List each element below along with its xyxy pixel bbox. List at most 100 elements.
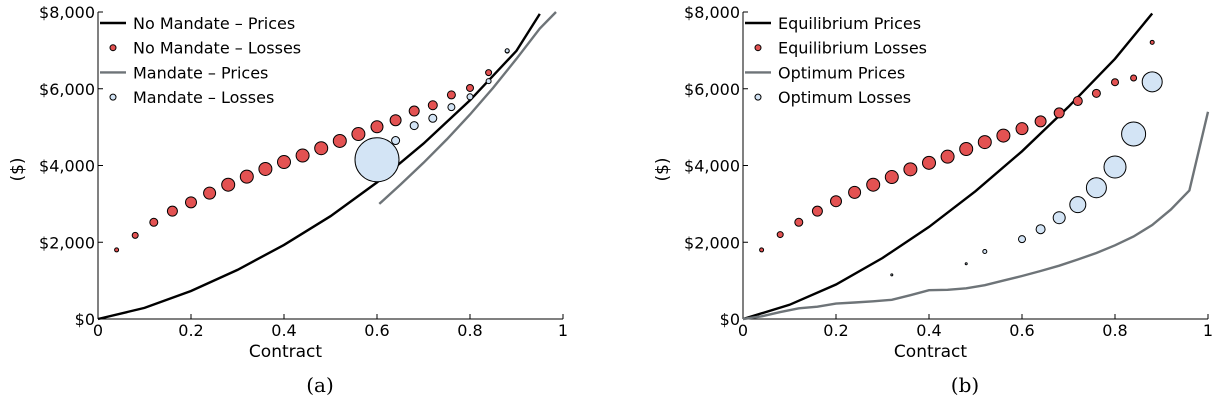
data-point (884, 170, 899, 185)
legend-marker-swatch (754, 44, 762, 52)
x-tick-label: 0.2 (823, 321, 848, 340)
data-point (354, 137, 400, 183)
data-point (982, 248, 988, 254)
data-point (890, 273, 894, 277)
series-line (378, 11, 557, 205)
series-line (742, 12, 1154, 321)
x-tick-label: 0 (738, 321, 748, 340)
data-point (759, 247, 765, 253)
legend-marker-swatch (754, 93, 762, 101)
y-tick-label: $8,000 (39, 3, 95, 22)
x-tick-label: 0.2 (178, 321, 203, 340)
legend-label: Equilibrium Losses (778, 39, 927, 58)
legend-marker-swatch (109, 93, 117, 101)
data-point (922, 155, 936, 170)
data-point (351, 127, 366, 142)
data-point (811, 205, 823, 217)
data-point (446, 90, 456, 100)
series-line (742, 111, 1210, 321)
data-point (1141, 71, 1163, 93)
data-point (277, 155, 291, 170)
data-point (149, 217, 159, 227)
panel-label: (b) (951, 373, 979, 397)
y-tick-label: $0 (75, 310, 95, 329)
data-point (485, 78, 492, 85)
data-point (848, 185, 862, 199)
data-point (1149, 39, 1155, 45)
data-point (1130, 74, 1138, 82)
x-tick-label: 0.8 (1102, 321, 1127, 340)
x-axis-title: Contract (249, 342, 322, 362)
x-tick-label: 1 (1203, 321, 1213, 340)
data-point (1072, 96, 1083, 107)
legend-label: Equilibrium Prices (778, 14, 921, 33)
data-point (447, 103, 456, 112)
x-axis-title: Contract (894, 342, 967, 362)
data-point (940, 149, 955, 164)
legend-label: Mandate – Prices (133, 63, 268, 82)
data-point (1052, 211, 1066, 225)
data-point (977, 135, 992, 150)
data-point (370, 120, 384, 134)
x-tick-label: 1 (558, 321, 568, 340)
data-point (332, 133, 347, 148)
chart-panel-a: 0 0.2 0.4 0.6 0.8 1 $0 $2,000 $4,000 $6,000 $8,000… (8, 3, 568, 397)
data-point (1121, 121, 1147, 147)
data-point (1035, 224, 1046, 235)
data-point (185, 196, 197, 209)
series-line (97, 13, 541, 321)
data-point (866, 177, 881, 192)
data-point (776, 231, 784, 239)
y-tick-label: $4,000 (684, 157, 740, 176)
data-point (427, 100, 438, 111)
data-point (166, 205, 178, 217)
data-point (1091, 88, 1101, 98)
data-point (1103, 155, 1127, 179)
y-tick-label: $2,000 (39, 233, 95, 252)
data-point (203, 186, 217, 200)
x-tick-label: 0.6 (364, 321, 389, 340)
legend-label: No Mandate – Prices (133, 14, 295, 33)
panel-label: (a) (306, 373, 334, 397)
data-point (1085, 177, 1107, 199)
y-axis-title: ($) (653, 157, 673, 181)
data-point (131, 231, 139, 239)
chart-panel-b: 0 0.2 0.4 0.6 0.8 1 $0 $2,000 $4,000 $6,000 $8,000… (653, 3, 1213, 397)
data-point (903, 162, 918, 177)
data-point (1069, 196, 1087, 214)
x-tick-label: 0.4 (271, 321, 296, 340)
data-point (391, 136, 401, 146)
data-point (409, 121, 419, 131)
data-point (959, 141, 974, 156)
y-tick-label: $6,000 (684, 80, 740, 99)
data-point (408, 105, 420, 117)
x-tick-label: 0.6 (1009, 321, 1034, 340)
data-point (428, 113, 438, 123)
data-point (1034, 115, 1047, 128)
data-point (830, 195, 842, 208)
x-tick-label: 0.8 (457, 321, 482, 340)
data-point (964, 262, 968, 266)
data-point (1053, 107, 1065, 119)
y-tick-label: $0 (720, 310, 740, 329)
data-point (295, 148, 310, 163)
y-tick-label: $2,000 (684, 233, 740, 252)
data-point (794, 217, 804, 227)
legend-marker-swatch (109, 44, 117, 52)
data-point (504, 48, 510, 54)
data-point (114, 247, 120, 253)
x-tick-label: 0 (93, 321, 103, 340)
data-point (1111, 78, 1119, 87)
data-point (466, 93, 474, 101)
legend-label: Optimum Prices (778, 63, 905, 82)
data-point (389, 114, 402, 127)
data-point (221, 177, 236, 192)
data-point (239, 169, 254, 184)
data-point (258, 161, 273, 176)
x-tick-label: 0.4 (916, 321, 941, 340)
y-tick-label: $4,000 (39, 157, 95, 176)
data-point (996, 128, 1011, 143)
y-tick-label: $6,000 (39, 80, 95, 99)
legend-label: Mandate – Losses (133, 88, 274, 107)
